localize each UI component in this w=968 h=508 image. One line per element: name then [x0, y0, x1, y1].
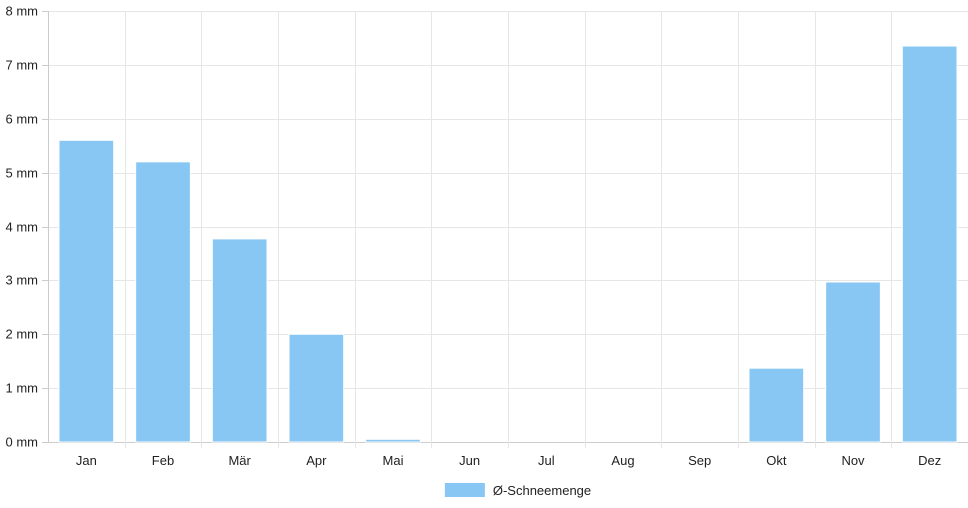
x-tick-label: Nov	[841, 453, 865, 468]
y-tick-label: 0 mm	[6, 435, 39, 450]
x-tick-label: Jul	[538, 453, 555, 468]
bar-dez[interactable]	[901, 45, 958, 443]
bar-feb[interactable]	[135, 161, 191, 443]
x-tick-label: Apr	[306, 453, 327, 468]
x-tick-label: Aug	[611, 453, 634, 468]
bar-nov[interactable]	[825, 281, 881, 443]
legend-label: Ø-Schneemenge	[493, 483, 591, 498]
x-tick-label: Jan	[76, 453, 97, 468]
bars-layer	[58, 45, 958, 443]
bar-mai[interactable]	[365, 438, 421, 443]
legend-swatch	[444, 483, 485, 497]
bar-jan[interactable]	[58, 139, 115, 443]
y-tick-label: 4 mm	[6, 220, 39, 235]
x-tick-label: Dez	[918, 453, 941, 468]
y-tick-label: 8 mm	[6, 4, 39, 19]
x-tick-label: Mai	[383, 453, 404, 468]
x-tick-label: Mär	[228, 453, 251, 468]
y-tick-label: 2 mm	[6, 327, 39, 342]
axis-layer: 0 mm 1 mm 2 mm 3 mm 4 mm 5 mm 6 mm 7 mm 8 mm Jan F…	[6, 4, 942, 469]
x-tick-label: Okt	[766, 453, 787, 468]
grid-layer	[48, 11, 968, 448]
y-tick-label: 7 mm	[6, 58, 39, 73]
x-tick-label: Sep	[688, 453, 711, 468]
y-tick-label: 1 mm	[6, 381, 39, 396]
bar-okt[interactable]	[748, 367, 805, 443]
y-tick-label: 3 mm	[6, 273, 39, 288]
bar-mär[interactable]	[211, 238, 268, 443]
bar-apr[interactable]	[288, 333, 345, 443]
legend[interactable]: Ø-Schneemenge	[444, 483, 591, 498]
x-tick-label: Feb	[152, 453, 174, 468]
y-tick-label: 6 mm	[6, 112, 39, 127]
x-tick-label: Jun	[459, 453, 480, 468]
y-tick-label: 5 mm	[6, 166, 39, 181]
